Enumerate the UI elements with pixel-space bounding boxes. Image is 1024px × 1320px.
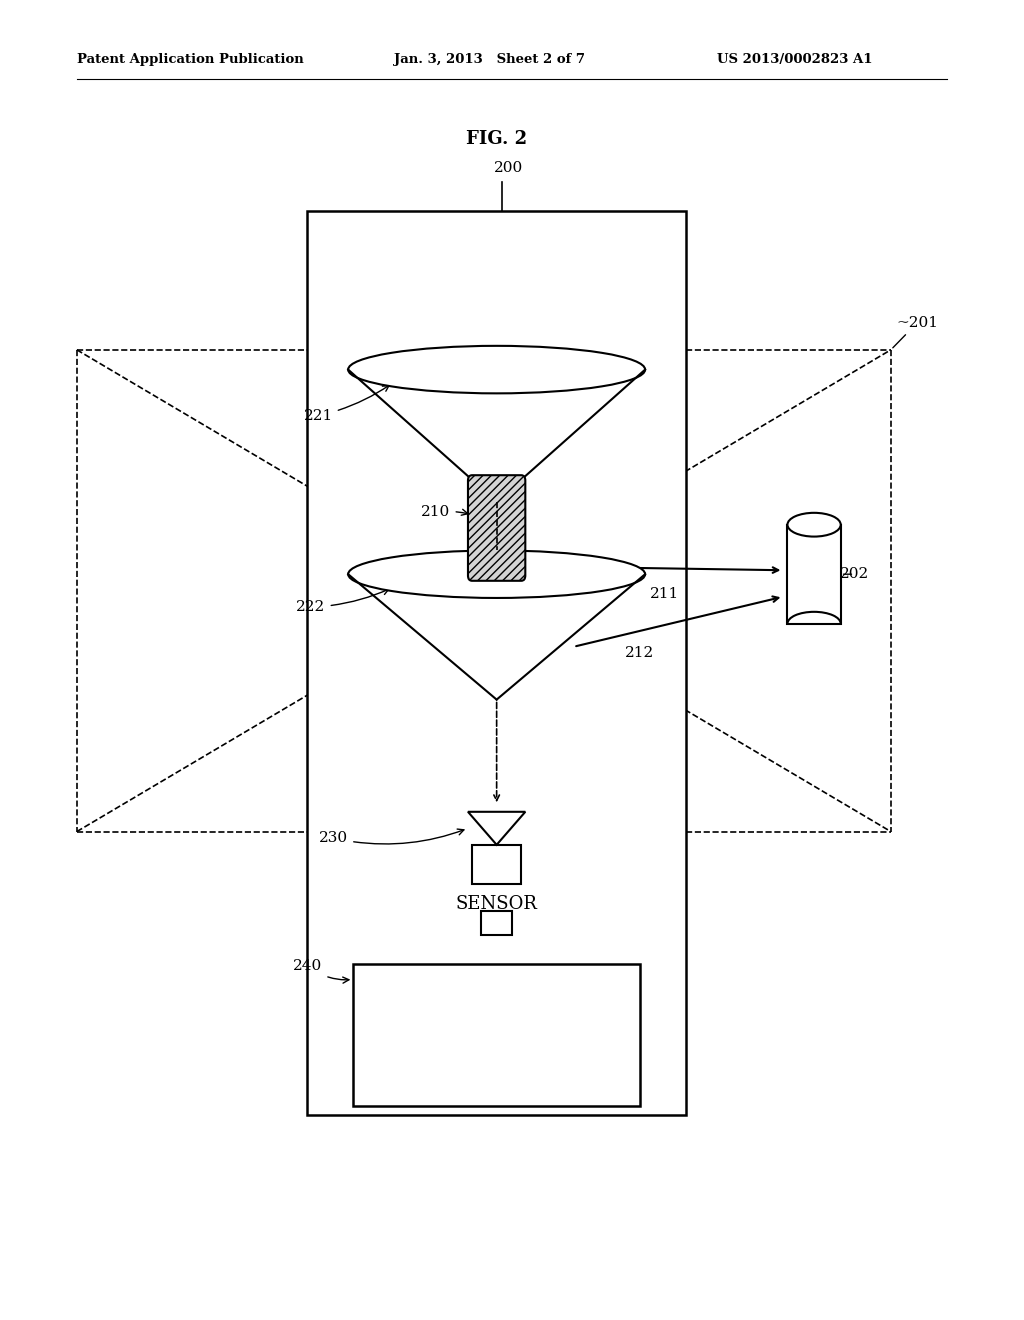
Text: 240: 240 bbox=[293, 960, 349, 983]
Bar bbox=[472, 845, 521, 884]
Text: 230: 230 bbox=[319, 829, 464, 845]
Text: PROCESSOR: PROCESSOR bbox=[431, 1026, 562, 1044]
Text: 222: 222 bbox=[296, 589, 389, 614]
Text: 212: 212 bbox=[625, 647, 654, 660]
Text: 211: 211 bbox=[650, 587, 680, 601]
Bar bbox=[353, 964, 640, 1106]
Text: FIG. 2: FIG. 2 bbox=[466, 129, 527, 148]
FancyBboxPatch shape bbox=[468, 475, 525, 581]
Text: 210: 210 bbox=[421, 506, 468, 519]
Ellipse shape bbox=[348, 346, 645, 393]
Text: Patent Application Publication: Patent Application Publication bbox=[77, 53, 303, 66]
Bar bbox=[481, 911, 512, 935]
Text: ~201: ~201 bbox=[893, 315, 938, 347]
Text: US 2013/0002823 A1: US 2013/0002823 A1 bbox=[717, 53, 872, 66]
Text: SENSOR: SENSOR bbox=[456, 895, 538, 913]
Text: 200: 200 bbox=[495, 161, 523, 174]
Text: 221: 221 bbox=[303, 385, 389, 422]
Bar bbox=[307, 211, 686, 1115]
Text: 202: 202 bbox=[840, 568, 869, 581]
Ellipse shape bbox=[787, 513, 841, 537]
Polygon shape bbox=[468, 812, 525, 845]
Ellipse shape bbox=[348, 550, 645, 598]
Text: Jan. 3, 2013   Sheet 2 of 7: Jan. 3, 2013 Sheet 2 of 7 bbox=[394, 53, 586, 66]
Bar bbox=[787, 525, 841, 624]
